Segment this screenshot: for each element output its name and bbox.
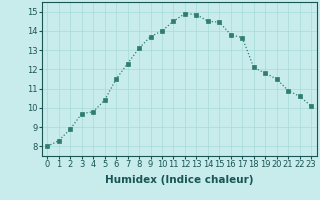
X-axis label: Humidex (Indice chaleur): Humidex (Indice chaleur)	[105, 175, 253, 185]
